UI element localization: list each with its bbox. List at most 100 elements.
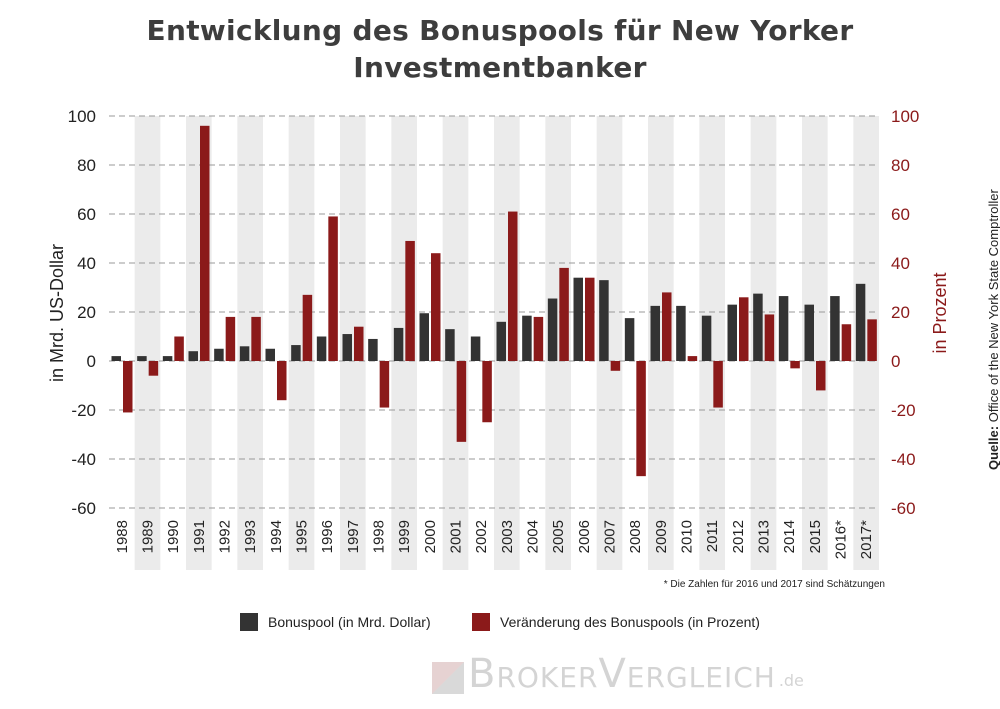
bar-change-1990 [174,336,184,361]
source-label: Quelle: [986,425,1000,470]
bar-bonuspool-2002 [470,336,481,361]
bar-change-1996 [328,216,338,361]
y-right-tick--60: -60 [891,499,916,518]
x-tick-1997: 1997 [345,520,362,553]
bar-change-1995 [302,294,313,361]
brand-logo: BrokerVergleich .de [432,654,804,694]
x-tick-1999: 1999 [396,520,413,553]
y-right-axis-title: in Prozent [930,272,950,353]
y-left-tick--40: -40 [71,450,96,469]
bar-bonuspool-2001 [445,329,455,361]
y-right-tick--40: -40 [891,450,916,469]
bar-bonuspool-2015 [804,304,814,361]
x-tick-2014: 2014 [781,520,798,553]
bar-bonuspool-1993 [239,346,250,361]
bar-change-1991 [200,125,210,361]
bar-change-1993 [251,316,261,361]
y-right-tick-20: 20 [891,303,910,322]
bar-change-2003 [508,211,518,361]
bar-bonuspool-1995 [291,345,301,361]
x-tick-1998: 1998 [371,520,388,553]
logo-tld: .de [778,671,804,690]
legend-item-bonuspool: Bonuspool (in Mrd. Dollar) [240,613,431,631]
bar-change-2010 [687,356,698,361]
x-tick-1988: 1988 [114,520,131,553]
chart-title-line-2: Investmentbanker [353,51,647,84]
y-left-tick--20: -20 [71,401,96,420]
bar-change-1998 [379,361,390,408]
y-right-tick-80: 80 [891,156,910,175]
chart-title-line-1: Entwicklung des Bonuspools für New Yorke… [146,14,854,47]
y-right-tick-100: 100 [891,107,919,126]
bar-bonuspool-1992 [214,348,224,361]
bar-change-2016* [841,324,852,361]
bar-bonuspool-2017* [855,283,866,361]
x-tick-2009: 2009 [653,520,670,553]
source-note: Quelle: Office of the New York State Com… [986,189,1000,470]
x-tick-1995: 1995 [294,520,311,553]
x-tick-2011: 2011 [704,520,721,552]
bar-change-2015 [816,361,826,391]
bar-change-2011 [713,361,723,408]
y-left-tick-100: 100 [68,107,96,126]
x-tick-2017*: 2017* [858,520,875,559]
legend-item-change: Veränderung des Bonuspools (in Prozent) [472,613,760,631]
bar-change-2001 [456,361,467,442]
bar-bonuspool-1988 [111,356,121,361]
bar-bonuspool-2011 [701,315,712,361]
x-tick-1991: 1991 [191,520,208,553]
x-tick-1992: 1992 [217,520,234,553]
bar-change-2004 [533,316,544,361]
x-tick-2007: 2007 [602,520,619,553]
x-tick-2003: 2003 [499,520,516,553]
y-left-tick-0: 0 [87,352,96,371]
logo-mark-icon [432,662,464,694]
bar-bonuspool-2007 [599,280,609,361]
bar-change-1994 [277,361,287,401]
bar-bonuspool-2003 [496,321,506,361]
bar-change-1999 [405,240,415,361]
bar-change-2013 [764,314,775,361]
band-1989 [134,116,161,570]
bar-change-2012 [739,297,749,361]
legend-label-change: Veränderung des Bonuspools (in Prozent) [500,614,760,630]
y-left-axis-title: in Mrd. US-Dollar [47,244,67,382]
x-tick-2012: 2012 [730,520,747,553]
legend-swatch-bonuspool [240,613,258,631]
y-right-tick--20: -20 [891,401,916,420]
bar-bonuspool-1997 [342,334,352,361]
bar-bonuspool-2005 [547,298,558,361]
y-left-tick--60: -60 [71,499,96,518]
x-tick-2004: 2004 [525,520,542,553]
bar-change-2017* [867,319,877,361]
x-tick-2008: 2008 [627,520,644,553]
y-right-tick-40: 40 [891,254,910,273]
bar-change-2009 [662,292,672,361]
logo-text: BrokerVergleich [468,651,776,697]
bar-change-1989 [148,361,159,376]
x-tick-1996: 1996 [319,520,336,553]
bar-change-2014 [790,361,800,369]
x-tick-1990: 1990 [165,520,182,553]
bar-change-2006 [585,277,595,361]
bar-bonuspool-1999 [393,327,404,361]
bar-bonuspool-1991 [188,351,198,361]
x-tick-2005: 2005 [550,520,567,553]
bar-bonuspool-1990 [162,356,173,361]
x-tick-2010: 2010 [679,520,696,553]
x-tick-1989: 1989 [140,520,157,553]
y-left-tick-40: 40 [77,254,96,273]
x-tick-2016*: 2016* [833,520,850,559]
y-left-tick-80: 80 [77,156,96,175]
y-right-tick-60: 60 [891,205,910,224]
bar-bonuspool-1989 [137,356,147,361]
y-left-tick-20: 20 [77,303,96,322]
bar-bonuspool-1996 [316,336,327,361]
bar-bonuspool-2014 [778,296,789,361]
bar-change-2007 [610,361,621,371]
legend-label-bonuspool: Bonuspool (in Mrd. Dollar) [268,614,431,630]
bar-bonuspool-1994 [265,348,275,361]
bar-change-2008 [636,361,646,477]
x-tick-2000: 2000 [422,520,439,553]
